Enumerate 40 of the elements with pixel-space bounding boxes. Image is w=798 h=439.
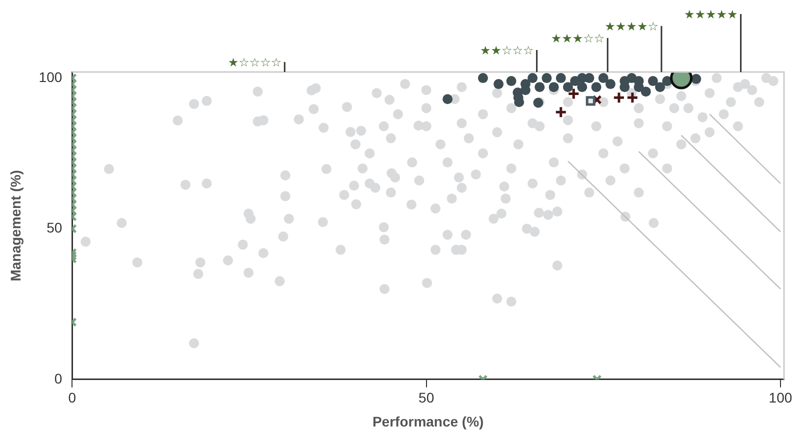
point (626, 73, 637, 84)
point (598, 73, 608, 84)
point (442, 94, 453, 104)
x-tick-label: 50 (418, 390, 434, 406)
y-axis-title: Management (%) (7, 170, 24, 282)
ref-line-label: ★☆☆☆☆ (228, 55, 282, 70)
point (626, 91, 639, 104)
point (591, 82, 602, 92)
point (592, 94, 602, 105)
point (528, 73, 538, 84)
point (534, 82, 545, 92)
point (570, 76, 580, 86)
x-axis-title: Performance (%) (372, 413, 484, 430)
x-tick-label: 0 (68, 390, 76, 406)
point (584, 73, 594, 84)
y-tick-label: 100 (38, 68, 62, 85)
x-tick-label: 100 (768, 390, 792, 406)
point (655, 82, 666, 92)
point (542, 73, 552, 84)
point (556, 73, 566, 84)
point (605, 79, 616, 90)
point (554, 106, 568, 118)
point (640, 86, 651, 97)
y-tick-label: 0 (54, 370, 62, 386)
y-tick-label: 50 (46, 220, 62, 236)
point (577, 82, 588, 92)
ref-line-label: ★★★★★ (684, 7, 738, 22)
point (562, 82, 573, 92)
point (612, 91, 626, 104)
point (494, 79, 504, 90)
point (648, 76, 658, 86)
point (691, 74, 702, 84)
point (567, 87, 580, 100)
point (548, 82, 559, 92)
ref-line-label: ★★★☆☆ (550, 31, 605, 46)
point (506, 76, 516, 86)
point (478, 73, 488, 84)
ref-line-label: ★★★★☆ (604, 19, 658, 34)
point (586, 96, 596, 106)
ref-line-label: ★★☆☆☆ (480, 43, 534, 58)
